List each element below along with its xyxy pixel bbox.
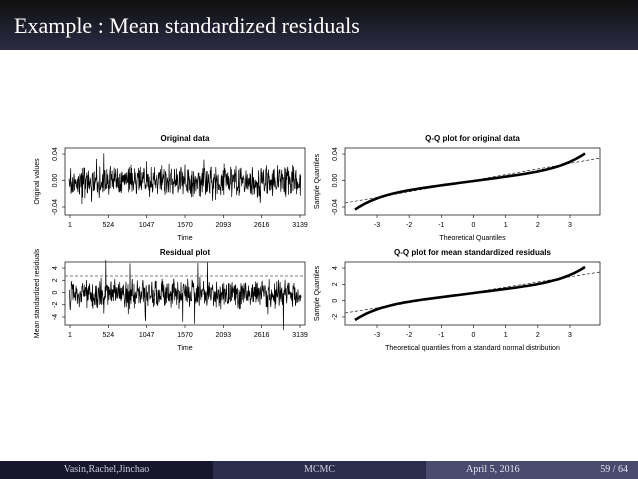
x-tick-label: -3 xyxy=(374,222,380,229)
x-tick-label: 1 xyxy=(504,332,508,339)
x-tick-label: 2616 xyxy=(254,222,270,229)
y-tick-label: -2 xyxy=(52,302,59,308)
y-tick-label: 0 xyxy=(332,299,339,303)
x-tick-label: 1047 xyxy=(139,222,155,229)
x-tick-label: 524 xyxy=(102,332,114,339)
x-tick-label: 1047 xyxy=(139,332,155,339)
y-tick-label: 0.04 xyxy=(332,147,339,161)
x-tick-label: -1 xyxy=(438,332,444,339)
x-tick-label: 1570 xyxy=(177,332,193,339)
footer-title: MCMC xyxy=(213,461,426,479)
x-tick-label: 3 xyxy=(568,332,572,339)
y-tick-label: -4 xyxy=(52,314,59,320)
x-axis-label: Theoretical Quantiles xyxy=(439,235,506,242)
x-axis-label: Time xyxy=(177,235,192,242)
plot-title: Residual plot xyxy=(160,248,211,257)
x-tick-label: 3139 xyxy=(292,222,308,229)
y-axis-label: Sample Quantiles xyxy=(314,153,321,209)
x-tick-label: 0 xyxy=(472,222,476,229)
footer-page: 59 / 64 xyxy=(600,464,628,475)
y-tick-label: 2 xyxy=(52,278,59,282)
x-axis-label: Theoretical quantiles from a standard no… xyxy=(385,345,560,352)
x-tick-label: -1 xyxy=(438,222,444,229)
point-cloud xyxy=(68,259,302,331)
y-tick-label: 4 xyxy=(52,266,59,270)
figure: Original data Time Original values 1 524 1047… xyxy=(34,134,601,352)
y-tick-label: 4 xyxy=(332,266,339,270)
plot-title: Original data xyxy=(161,134,210,143)
x-tick-label: 2 xyxy=(536,222,540,229)
x-tick-label: 0 xyxy=(472,332,476,339)
y-tick-label: -0.04 xyxy=(52,199,59,215)
y-tick-label: 2 xyxy=(332,282,339,286)
x-tick-label: 1 xyxy=(68,332,72,339)
x-tick-label: -2 xyxy=(406,332,412,339)
x-tick-label: 3 xyxy=(568,222,572,229)
y-axis-label: Mean standardized residuals xyxy=(34,248,41,338)
y-tick-label: 0.04 xyxy=(52,147,59,161)
x-tick-label: -2 xyxy=(406,222,412,229)
plot-title: Q-Q plot for original data xyxy=(425,134,520,143)
x-tick-label: 3139 xyxy=(292,332,308,339)
header: Example : Mean standardized residuals xyxy=(0,0,638,50)
y-tick-label: -0.04 xyxy=(332,199,339,215)
y-axis-label: Sample Quantiles xyxy=(314,265,321,321)
x-tick-label: 2616 xyxy=(254,332,270,339)
x-tick-label: 1570 xyxy=(177,222,193,229)
x-tick-label: 2 xyxy=(536,332,540,339)
footer-info: April 5, 2016 59 / 64 xyxy=(426,461,638,479)
x-tick-label: -3 xyxy=(374,332,380,339)
qq-points xyxy=(354,265,586,322)
x-tick-label: 1 xyxy=(504,222,508,229)
x-tick-label: 2093 xyxy=(216,222,232,229)
y-tick-label: -2 xyxy=(332,314,339,320)
y-axis-label: Original values xyxy=(34,158,41,205)
footer-date: April 5, 2016 xyxy=(466,464,520,475)
x-tick-label: 524 xyxy=(102,222,114,229)
x-tick-label: 2093 xyxy=(216,332,232,339)
slide-title: Example : Mean standardized residuals xyxy=(14,13,360,38)
x-tick-label: 1 xyxy=(68,222,72,229)
y-tick-label: 0.00 xyxy=(332,174,339,188)
plot-frame xyxy=(344,147,601,216)
plot-title: Q-Q plot for mean standardized residuals xyxy=(394,248,551,257)
plot-frame xyxy=(344,261,601,326)
y-tick-label: 0 xyxy=(52,290,59,294)
footer-authors: Vasin,Rachel,Jinchao xyxy=(0,461,213,479)
point-cloud xyxy=(68,153,302,205)
qq-points xyxy=(354,152,586,211)
footer: Vasin,Rachel,Jinchao MCMC April 5, 2016 … xyxy=(0,461,638,479)
x-axis-label: Time xyxy=(177,345,192,352)
y-tick-label: 0.00 xyxy=(52,174,59,188)
